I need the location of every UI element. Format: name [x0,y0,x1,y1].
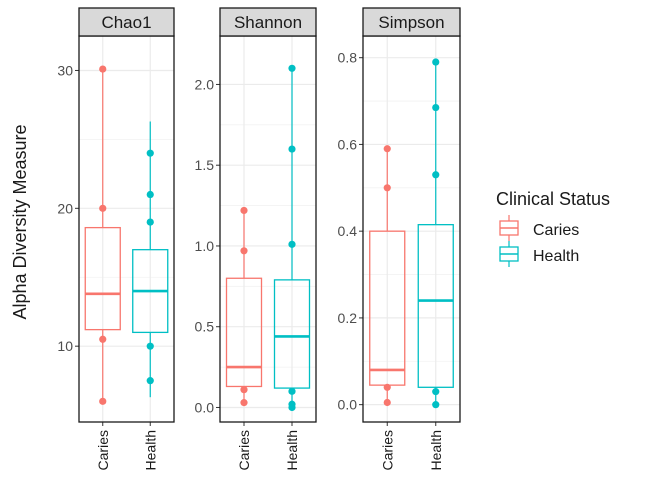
panel-background [79,36,174,422]
y-tick-label: 0.5 [195,319,215,335]
facet-strip [219,7,317,37]
legend: Clinical Status Caries Health [496,189,610,267]
data-point [288,387,296,395]
box-caries [225,206,263,407]
y-tick-label: 0.8 [338,50,358,66]
box-caries [369,145,406,407]
data-point [240,386,248,394]
facet-panels: 10 20 30 Caries Health Chao1 0.0 0.5 1.0 1.5 2.0 Ca… [57,7,461,470]
y-tick-label: 2.0 [195,76,215,92]
box-iqr [417,224,454,388]
legend-label: Health [533,248,579,265]
data-point [288,240,296,248]
data-point [146,149,154,157]
data-point [99,397,107,405]
y-tick-label: 0.4 [338,223,358,239]
facet-strip [362,7,461,37]
y-tick-label: 0.6 [338,136,358,152]
y-tick-label: 0.0 [338,397,358,413]
facet-strip-label: Chao1 [101,13,151,32]
facet-strip [78,7,175,37]
y-tick-label: 10 [57,338,73,354]
box-iqr [369,230,406,386]
y-axis-label: Alpha Diversity Measure [10,124,30,319]
y-tick-label: 30 [57,62,73,78]
data-point [240,247,248,255]
panel-shannon: 0.0 0.5 1.0 1.5 2.0 Caries Health Shannon [195,7,317,470]
box-health [273,64,311,412]
y-tick-label: 20 [57,200,73,216]
x-tick-label: Caries [236,430,252,470]
facet-strip-label: Simpson [378,13,444,32]
data-point [146,218,154,226]
data-point [383,398,391,407]
data-point [99,65,107,73]
panel-background [220,36,316,422]
data-point [240,399,248,407]
box-health [417,58,454,409]
y-tick-label: 0.2 [338,310,358,326]
data-point [146,190,154,199]
facet-strip-label: Shannon [234,13,302,32]
x-tick-label: Health [428,430,444,470]
panel-simpson: 0.0 0.2 0.4 0.6 0.8 Caries Health Simpson [338,7,461,470]
legend-label: Caries [533,222,579,239]
x-tick-label: Health [142,430,158,470]
x-tick-label: Health [284,430,300,470]
y-tick-label: 1.5 [195,157,215,173]
panel-chao1: 10 20 30 Caries Health Chao1 [57,7,175,470]
y-tick-label: 0.0 [195,399,215,415]
y-tick-label: 1.0 [195,238,215,254]
data-point [383,383,391,391]
data-point [99,204,107,212]
box-health [132,121,169,398]
data-point [146,377,154,385]
data-point [383,184,391,192]
data-point [288,400,296,408]
legend-item-health: Health [499,241,579,267]
data-point [288,145,296,153]
legend-title: Clinical Status [496,189,610,209]
data-point [288,64,296,72]
legend-item-caries: Caries [499,215,579,241]
data-point [432,58,440,66]
data-point [240,206,248,215]
panel-background [363,36,460,422]
data-point [432,388,440,396]
box-iqr [225,277,263,388]
box-iqr [273,279,311,389]
data-point [383,145,391,153]
box-iqr [84,226,121,331]
data-point [146,342,154,350]
data-point [432,103,440,112]
box-caries [84,65,121,405]
data-point [432,401,440,409]
data-point [99,335,107,343]
data-point [432,171,440,179]
x-tick-label: Caries [379,430,395,470]
x-tick-label: Caries [95,430,111,470]
